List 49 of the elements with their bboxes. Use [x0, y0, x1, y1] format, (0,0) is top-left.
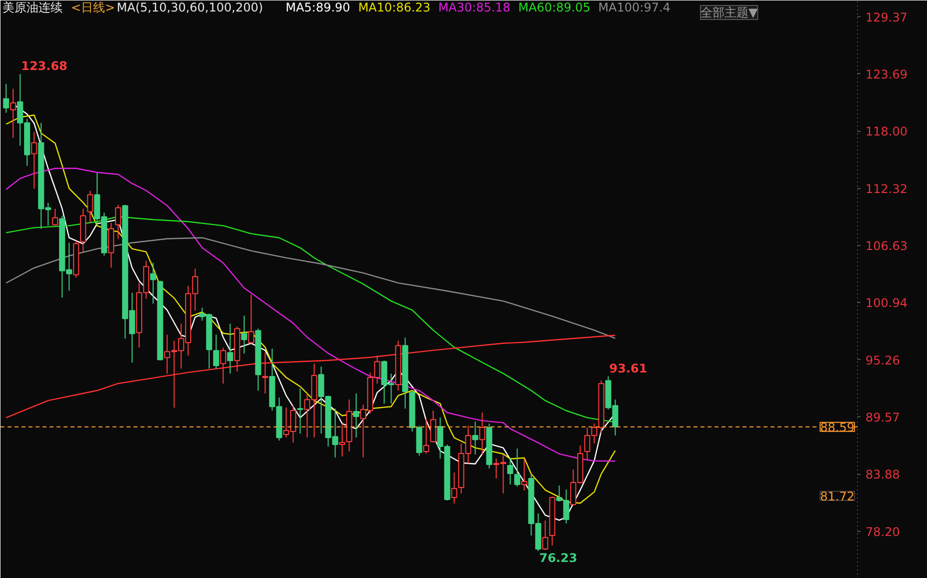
y-tick-label: 118.00 — [866, 124, 908, 139]
y-tick-label: 83.88 — [866, 468, 900, 482]
candlestick — [430, 410, 436, 443]
candlestick — [31, 131, 38, 190]
candlestick — [423, 418, 430, 454]
y-tick-label: 106.63 — [866, 238, 908, 253]
candlestick — [150, 262, 156, 304]
candlestick — [87, 190, 94, 224]
candlestick — [220, 347, 226, 384]
text: MA100:97.4 — [598, 0, 670, 14]
text: MA10:86.23 — [358, 0, 430, 14]
y-tick-label: 129.37 — [866, 10, 908, 24]
annotation: 123.68 — [21, 59, 68, 74]
candlestick — [521, 458, 528, 492]
candlestick — [248, 294, 254, 344]
text: 81.72 — [820, 489, 855, 504]
text: 全部主题▼ — [700, 6, 758, 20]
candlestick — [297, 388, 304, 434]
chart-title: 美原油连续 — [2, 0, 62, 14]
y-tick-label: 100.94 — [866, 296, 908, 310]
y-tick-label: 112.32 — [866, 182, 908, 196]
y-tick-label: 123.69 — [866, 67, 908, 82]
candlestick — [3, 83, 10, 114]
line-series — [6, 237, 616, 339]
chart-subtitle: <日线> — [71, 0, 116, 14]
candlestick — [514, 448, 520, 488]
text: MA30:85.18 — [438, 0, 510, 14]
annotation: 93.61 — [609, 361, 648, 376]
candlestick — [262, 352, 268, 394]
y-tick-label: 89.57 — [866, 410, 900, 424]
y-tick-label: 78.20 — [866, 524, 900, 539]
candlestick — [451, 472, 458, 504]
candlestick — [241, 315, 248, 354]
candlestick — [10, 88, 16, 138]
text: MA5:89.90 — [286, 0, 350, 14]
candlestick — [353, 393, 360, 438]
candlestick — [227, 323, 234, 374]
candlestick — [472, 421, 478, 456]
candlestick — [542, 520, 548, 551]
candlestick — [339, 423, 346, 458]
y-tick-label: 95.26 — [866, 353, 900, 368]
candlestick — [507, 457, 514, 486]
candlestick — [213, 334, 220, 370]
candlestick — [115, 204, 122, 240]
legend-title: MA(5,10,30,60,100,200) — [116, 0, 264, 14]
annotation: 76.23 — [539, 551, 578, 566]
candlestick — [479, 412, 486, 456]
text: MA60:89.05 — [518, 0, 590, 14]
candlestick — [52, 208, 58, 226]
